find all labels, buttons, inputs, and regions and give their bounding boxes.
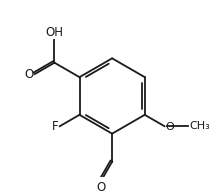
Text: O: O (165, 122, 174, 132)
Text: O: O (96, 181, 105, 194)
Text: OH: OH (46, 26, 64, 39)
Text: CH₃: CH₃ (189, 121, 210, 131)
Text: F: F (52, 120, 58, 133)
Text: O: O (24, 68, 33, 81)
